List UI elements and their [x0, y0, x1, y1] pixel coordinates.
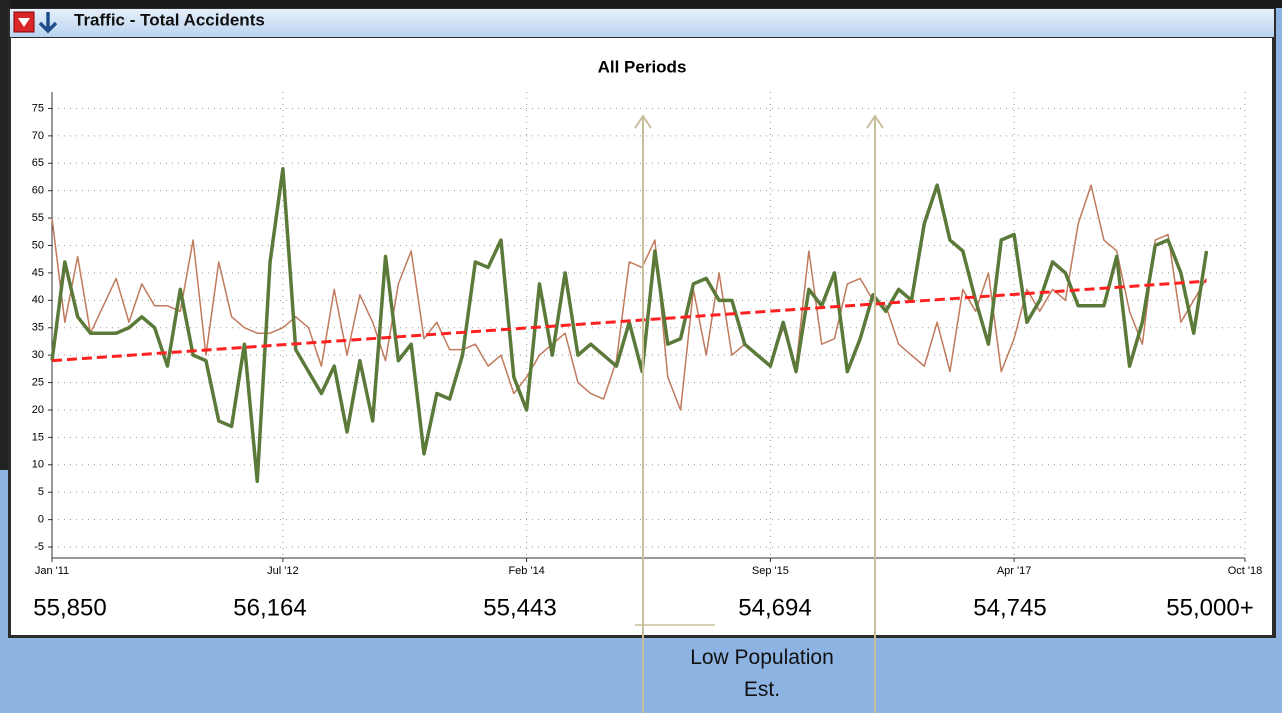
population-label: 54,694: [738, 594, 811, 621]
data-line: [51, 184, 1208, 411]
chart-title: All Periods: [598, 57, 687, 76]
arrow-head: [866, 114, 884, 129]
x-tick-label: Oct '18: [1228, 565, 1263, 577]
x-tick-label: Jul '12: [267, 565, 298, 577]
x-tick-label: Jan '11: [35, 565, 69, 577]
population-label: 55,850: [33, 594, 106, 621]
menu-icon: [18, 18, 30, 27]
trend-line: [51, 279, 1207, 363]
y-tick-label: 15: [32, 431, 44, 443]
y-tick-label: 35: [32, 322, 44, 334]
x-tick-label: Feb '14: [508, 565, 544, 577]
y-tick-label: 75: [32, 102, 44, 114]
y-tick-label: 10: [32, 459, 44, 471]
population-label: 55,000+: [1166, 594, 1253, 621]
population-label: 55,443: [483, 594, 556, 621]
y-tick-label: 5: [38, 486, 44, 498]
y-tick-label: 55: [32, 212, 44, 224]
annotation-note: Low Population Est.: [690, 646, 834, 701]
y-tick-label: 25: [32, 376, 44, 388]
window-title: Traffic - Total Accidents: [74, 10, 265, 29]
y-tick-label: 20: [32, 404, 44, 416]
y-tick-label: 50: [32, 239, 44, 251]
population-label: 54,745: [973, 594, 1046, 621]
title-bar: [10, 9, 1274, 37]
chart-panel: [11, 38, 1272, 635]
population-label: 56,164: [233, 594, 306, 621]
x-tick-label: Sep '15: [752, 565, 789, 577]
arrow-head: [634, 114, 652, 129]
y-tick-label: 65: [32, 157, 44, 169]
backdrop: [0, 0, 1282, 8]
x-tick-label: Apr '17: [997, 565, 1032, 577]
y-tick-label: 45: [32, 267, 44, 279]
backdrop: [0, 0, 10, 470]
y-tick-label: -5: [34, 541, 44, 553]
y-tick-label: 70: [32, 130, 44, 142]
y-tick-label: 60: [32, 185, 44, 197]
y-tick-label: 30: [32, 349, 44, 361]
sort-icon[interactable]: [38, 12, 58, 34]
y-tick-label: 0: [38, 514, 44, 526]
y-tick-label: 40: [32, 294, 44, 306]
